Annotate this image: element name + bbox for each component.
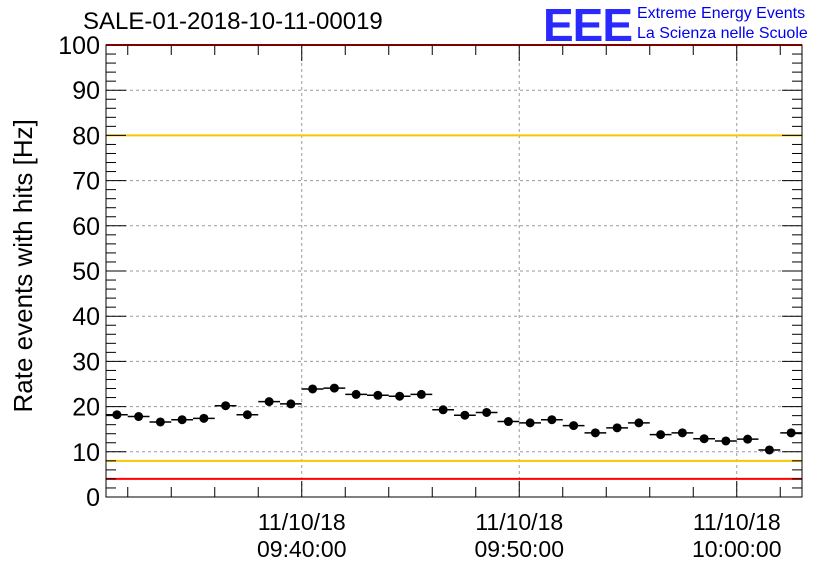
data-point	[134, 412, 144, 422]
y-tick-label: 50	[72, 258, 100, 286]
y-tick-label: 60	[72, 213, 100, 241]
grid	[106, 45, 802, 497]
data-points	[106, 383, 802, 455]
data-point	[547, 415, 557, 425]
data-point	[612, 423, 622, 433]
data-point	[786, 428, 796, 438]
y-tick-label: 0	[86, 484, 100, 512]
data-point	[242, 410, 252, 420]
reference-lines	[106, 44, 802, 480]
data-point	[677, 428, 687, 438]
data-point	[721, 436, 731, 446]
data-point	[373, 390, 383, 400]
logo-line-1: Extreme Energy Events	[637, 5, 806, 22]
data-point	[199, 413, 209, 423]
data-point	[395, 391, 405, 401]
data-point	[525, 418, 535, 428]
x-tick-label-time: 09:40:00	[257, 536, 347, 562]
data-point	[112, 410, 122, 420]
y-tick-label: 20	[72, 394, 100, 422]
data-point	[286, 399, 296, 409]
plot-frame	[105, 44, 803, 498]
y-axis-label: Rate events with hits [Hz]	[8, 119, 38, 413]
x-tick-label-date: 11/10/18	[258, 509, 346, 535]
data-point	[155, 417, 165, 427]
x-tick-label-time: 09:50:00	[474, 536, 564, 562]
data-point	[590, 428, 600, 438]
y-tick-label: 90	[72, 77, 100, 105]
x-tick-label-date: 11/10/18	[693, 509, 781, 535]
axes: 010203040506070809010011/10/1809:40:0011…	[58, 32, 803, 562]
y-tick-label: 100	[58, 32, 100, 60]
logo-caption: Extreme Energy Events La Scienza nelle S…	[637, 4, 808, 44]
data-point	[764, 445, 774, 455]
data-point	[177, 415, 187, 425]
data-point	[699, 434, 709, 444]
x-tick-label-date: 11/10/18	[475, 509, 563, 535]
data-point	[656, 430, 666, 440]
data-point	[482, 407, 492, 417]
logo-line-2: La Scienza nelle Scuole	[637, 25, 808, 42]
y-tick-label: 10	[72, 439, 100, 467]
data-point	[569, 421, 579, 431]
eee-logo: EEE	[543, 0, 633, 51]
y-tick-label: 30	[72, 348, 100, 376]
data-point	[264, 397, 274, 407]
x-tick-label-time: 10:00:00	[692, 536, 782, 562]
y-tick-label: 80	[72, 122, 100, 150]
data-point	[308, 384, 318, 394]
data-point	[416, 389, 426, 399]
data-point	[460, 410, 470, 420]
y-tick-label: 70	[72, 168, 100, 196]
data-point	[329, 383, 339, 393]
y-tick-label: 40	[72, 303, 100, 331]
data-point	[634, 418, 644, 428]
data-point	[438, 405, 448, 415]
data-point	[351, 389, 361, 399]
data-point	[743, 434, 753, 444]
chart-title: SALE-01-2018-10-11-00019	[83, 8, 383, 35]
data-point	[221, 401, 231, 411]
data-point	[503, 417, 513, 427]
